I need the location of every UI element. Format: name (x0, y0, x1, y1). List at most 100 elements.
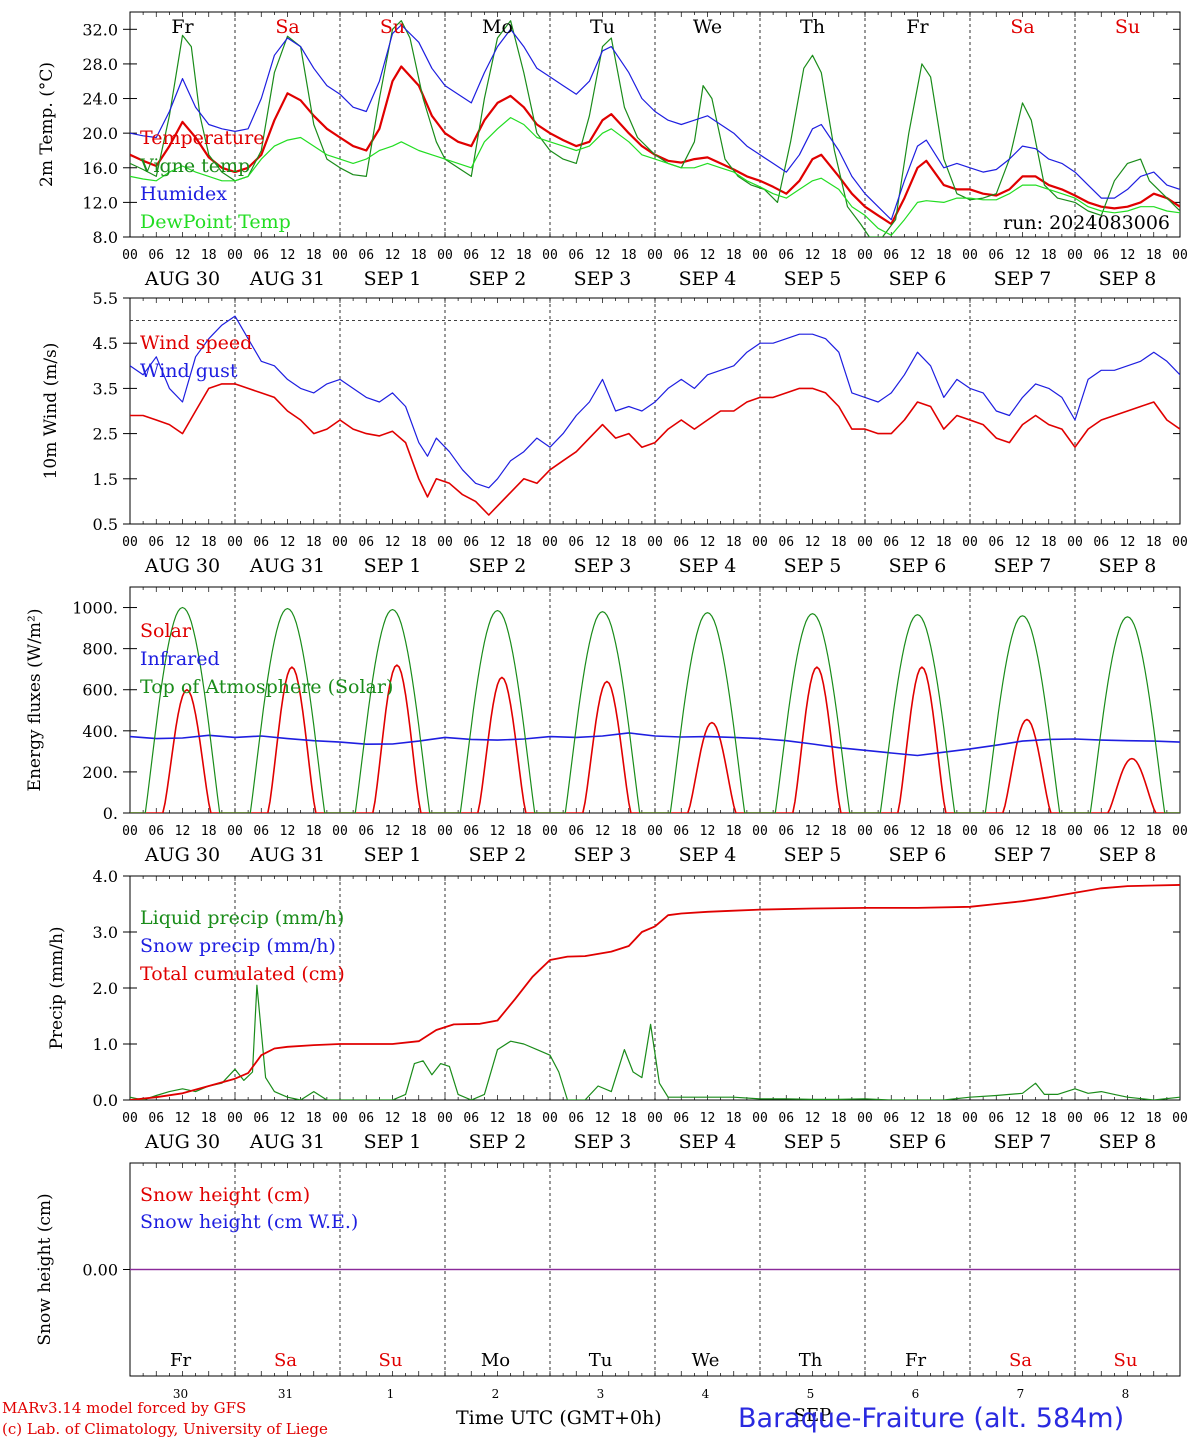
hour-tick-label: 12 (910, 535, 926, 550)
hour-tick-label: 18 (306, 1111, 322, 1126)
legend-label: Wind gust (140, 360, 238, 382)
hour-tick-label: 06 (883, 1111, 899, 1126)
date-label: SEP 7 (994, 844, 1052, 866)
date-label: SEP 7 (994, 555, 1052, 577)
hour-tick-label: 00 (962, 824, 978, 839)
day-number-label: 8 (1122, 1387, 1130, 1401)
hour-tick-label: 00 (1172, 248, 1188, 263)
hour-tick-label: 06 (883, 824, 899, 839)
month-label: SEP (794, 1405, 832, 1426)
date-label: SEP 1 (364, 844, 422, 866)
day-number-label: 2 (492, 1387, 500, 1401)
hour-tick-label: 18 (1041, 248, 1057, 263)
hour-tick-label: 18 (936, 248, 952, 263)
hour-tick-label: 06 (148, 824, 164, 839)
date-label: SEP 8 (1099, 844, 1157, 866)
hour-tick-label: 00 (1067, 248, 1083, 263)
hour-tick-label: 18 (411, 535, 427, 550)
hour-tick-label: 06 (148, 535, 164, 550)
y-tick-label: 1.0 (93, 1035, 118, 1054)
hour-tick-label: 06 (673, 535, 689, 550)
legend-label: Snow height (cm) (140, 1184, 310, 1206)
date-label: SEP 2 (469, 555, 527, 577)
series-line-total-cumulated-cm- (130, 884, 1180, 1100)
hour-tick-label: 12 (490, 535, 506, 550)
day-abbr-label: Su (1114, 1350, 1138, 1371)
date-label: SEP 5 (784, 1131, 842, 1153)
day-number-label: 6 (912, 1387, 920, 1401)
panel-precip: 0.0 1.0 2.0 3.0 4.0 Precip (mm/h) Liquid preci… (47, 867, 1188, 1153)
date-label: SEP 5 (784, 555, 842, 577)
hour-tick-label: 12 (805, 248, 821, 263)
date-label: AUG 31 (249, 844, 325, 866)
day-number-label: 4 (702, 1387, 710, 1401)
hour-tick-label: 12 (1015, 248, 1031, 263)
hour-tick-label: 12 (1015, 535, 1031, 550)
date-label: SEP 7 (994, 1131, 1052, 1153)
hour-tick-label: 00 (962, 1111, 978, 1126)
hour-tick-label: 06 (253, 1111, 269, 1126)
day-abbr-label: Su (380, 16, 405, 38)
hour-tick-label: 00 (332, 1111, 348, 1126)
y-tick-label: 400. (82, 722, 118, 741)
y-axis-label: Snow height (cm) (35, 1193, 55, 1345)
y-axis-label: 10m Wind (m/s) (41, 343, 61, 480)
hour-tick-label: 06 (883, 535, 899, 550)
hour-tick-label: 12 (910, 248, 926, 263)
date-label: AUG 30 (144, 268, 220, 290)
series-line-wind-gust (130, 315, 1180, 489)
hour-tick-label: 06 (1093, 1111, 1109, 1126)
hour-tick-label: 12 (175, 248, 191, 263)
day-number-label: 31 (278, 1387, 293, 1401)
hour-tick-label: 18 (1146, 824, 1162, 839)
hour-tick-label: 12 (595, 1111, 611, 1126)
hour-tick-label: 00 (857, 1111, 873, 1126)
hour-tick-label: 12 (280, 248, 296, 263)
hour-tick-label: 18 (936, 824, 952, 839)
hour-tick-label: 06 (463, 248, 479, 263)
hour-tick-label: 00 (857, 248, 873, 263)
hour-tick-label: 12 (385, 248, 401, 263)
y-tick-label: 4.0 (93, 867, 118, 886)
hour-tick-label: 12 (700, 1111, 716, 1126)
station-name: Baraque-Fraiture (alt. 584m) (738, 1403, 1125, 1434)
day-abbr-label: Tu (589, 1350, 613, 1371)
hour-tick-label: 06 (778, 535, 794, 550)
model-credit: MARv3.14 model forced by GFS (2, 1399, 247, 1417)
legend-label: Temperature (140, 127, 264, 149)
hour-tick-label: 12 (1015, 824, 1031, 839)
hour-tick-label: 18 (1041, 824, 1057, 839)
hour-tick-label: 12 (175, 1111, 191, 1126)
hour-tick-label: 00 (437, 535, 453, 550)
panel-temp: 8.0 12.0 16.0 20.0 24.0 28.0 32.0 2m Temp. (°C)… (37, 11, 1188, 290)
hour-tick-label: 12 (385, 535, 401, 550)
hour-tick-label: 00 (122, 1111, 138, 1126)
series-line-temperature (130, 65, 1180, 226)
date-label: SEP 3 (574, 555, 632, 577)
hour-tick-label: 18 (411, 1111, 427, 1126)
hour-tick-label: 06 (463, 535, 479, 550)
y-tick-label: 8.0 (93, 228, 118, 247)
hour-tick-label: 00 (227, 248, 243, 263)
hour-tick-label: 06 (1093, 824, 1109, 839)
legend-label: Snow precip (mm/h) (140, 935, 336, 957)
hour-tick-label: 18 (726, 824, 742, 839)
hour-tick-label: 06 (778, 248, 794, 263)
hour-tick-label: 06 (988, 824, 1004, 839)
hour-tick-label: 00 (437, 824, 453, 839)
hour-tick-label: 18 (516, 535, 532, 550)
hour-tick-label: 12 (490, 824, 506, 839)
hour-tick-label: 06 (988, 535, 1004, 550)
hour-tick-label: 00 (542, 535, 558, 550)
hour-tick-label: 18 (936, 535, 952, 550)
hour-tick-label: 06 (673, 1111, 689, 1126)
hour-tick-label: 06 (253, 824, 269, 839)
hour-tick-label: 12 (595, 248, 611, 263)
hour-tick-label: 06 (253, 535, 269, 550)
y-axis-label: Precip (mm/h) (47, 926, 67, 1049)
hour-tick-label: 18 (411, 248, 427, 263)
hour-tick-label: 12 (175, 535, 191, 550)
hour-tick-label: 18 (201, 1111, 217, 1126)
hour-tick-label: 00 (647, 535, 663, 550)
hour-tick-label: 00 (1172, 824, 1188, 839)
